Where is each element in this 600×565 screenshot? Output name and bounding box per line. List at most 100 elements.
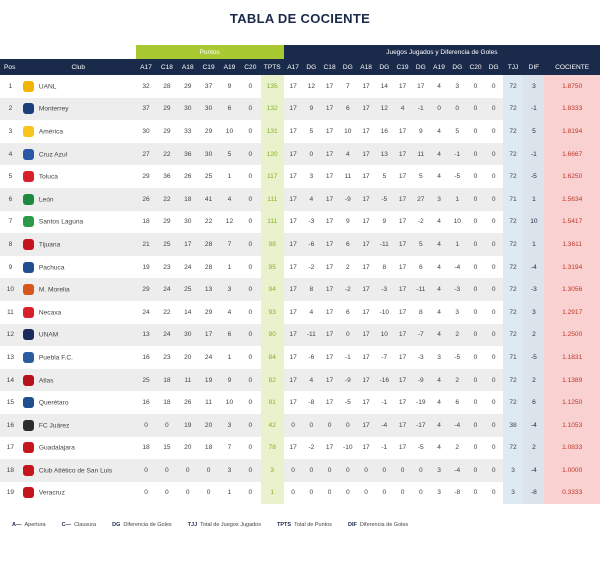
total-points-cell: 82 — [260, 368, 284, 392]
club-name-link[interactable]: Toluca — [38, 173, 58, 181]
games-dg-cell: 0 — [484, 97, 503, 121]
points-cell: 30 — [177, 210, 199, 234]
games-dg-cell: 4 — [429, 391, 449, 414]
club-cell[interactable]: León — [20, 187, 136, 211]
club-name-link[interactable]: Tijuana — [38, 241, 61, 249]
club-cell[interactable]: Necaxa — [20, 300, 136, 324]
games-dg-cell: 0 — [411, 459, 430, 482]
club-cell[interactable]: Club Atlético de San Luis — [20, 459, 136, 482]
games-dg-cell: 17 — [283, 368, 303, 392]
club-cell[interactable]: Puebla F.C. — [20, 346, 136, 369]
club-cell[interactable]: Atlas — [20, 368, 136, 392]
games-dg-cell: 0 — [466, 346, 485, 369]
total-points-cell: 131 — [260, 120, 284, 143]
goal-diff-cell: 2 — [523, 323, 545, 347]
total-games-cell: 72 — [502, 97, 524, 121]
position-cell: 13 — [0, 346, 21, 369]
games-dg-cell: 0 — [375, 481, 394, 505]
club-name-link[interactable]: Querétaro — [38, 399, 69, 407]
table-row: 18 Club Atlético de San Luis 0 0 0 0 3 0 3 0 0 0 0 0 0… — [0, 459, 600, 482]
club-crest-icon — [22, 238, 34, 250]
club-name-link[interactable]: UANL — [38, 83, 57, 91]
column-header: TJJ — [502, 59, 524, 75]
cociente-cell: 1.8194 — [544, 120, 600, 143]
games-dg-cell: 2 — [448, 368, 467, 392]
games-dg-cell: 0 — [484, 300, 503, 324]
games-dg-cell: -5 — [448, 165, 467, 188]
club-cell[interactable]: Querétaro — [20, 391, 136, 414]
club-cell[interactable]: Toluca — [20, 165, 136, 188]
club-name-link[interactable]: Santos Laguna — [38, 218, 84, 226]
club-name-link[interactable]: Veracruz — [38, 489, 65, 497]
club-name-link[interactable]: Guadalajara — [38, 444, 75, 452]
club-cell[interactable]: Santos Laguna — [20, 210, 136, 234]
points-cell: 26 — [135, 187, 157, 211]
club-name-link[interactable]: América — [38, 128, 64, 136]
club-name-link[interactable]: UNAM — [38, 331, 59, 339]
total-points-cell: 111 — [260, 210, 284, 234]
club-name-link[interactable]: Pachuca — [38, 263, 65, 271]
points-cell: 6 — [219, 323, 240, 347]
club-cell[interactable]: América — [20, 120, 136, 143]
club-cell[interactable]: FC Juárez — [20, 413, 136, 437]
total-points-cell: 81 — [260, 391, 284, 414]
club-name-link[interactable]: Necaxa — [38, 308, 62, 316]
club-cell[interactable]: Veracruz — [20, 481, 136, 505]
goal-diff-cell: 5 — [523, 120, 545, 143]
games-dg-cell: 0 — [302, 142, 321, 166]
games-dg-cell: 4 — [338, 142, 357, 166]
table-row: 3 América 30 29 33 29 10 0 131 17 5 17 10 17 16 17 9 4 5 0 0… — [0, 120, 600, 143]
games-dg-cell: 6 — [411, 255, 430, 279]
club-name-link[interactable]: Club Atlético de San Luis — [38, 467, 113, 475]
games-dg-cell: 0 — [393, 481, 412, 505]
goal-diff-cell: 2 — [523, 436, 545, 460]
club-name-link[interactable]: Monterrey — [38, 105, 69, 113]
points-cell: 0 — [239, 368, 261, 392]
games-dg-cell: 0 — [484, 210, 503, 234]
table-row: 10 M. Morelia 29 24 25 13 3 0 94 17 8 17 -2 17 -3 17 -11… — [0, 278, 600, 301]
games-dg-cell: 4 — [429, 300, 449, 324]
games-dg-cell: 4 — [302, 300, 321, 324]
games-dg-cell: 17 — [411, 75, 430, 98]
cociente-cell: 1.3194 — [544, 255, 600, 279]
cociente-cell: 1.3056 — [544, 278, 600, 301]
points-cell: 7 — [219, 233, 240, 256]
club-cell[interactable]: Cruz Azul — [20, 142, 136, 166]
points-cell: 17 — [198, 323, 220, 347]
club-name-link[interactable]: FC Juárez — [38, 421, 70, 429]
club-cell[interactable]: Pachuca — [20, 255, 136, 279]
games-dg-cell: 0 — [466, 278, 485, 301]
games-dg-cell: 0 — [484, 323, 503, 347]
points-cell: 9 — [219, 368, 240, 392]
club-cell[interactable]: UANL — [20, 75, 136, 98]
club-name-link[interactable]: León — [38, 196, 54, 204]
cociente-cell: 1.6250 — [544, 165, 600, 188]
games-dg-cell: 4 — [429, 323, 449, 347]
points-cell: 22 — [156, 187, 178, 211]
club-cell[interactable]: M. Morelia — [20, 278, 136, 301]
games-dg-cell: 17 — [393, 165, 412, 188]
club-name-link[interactable]: Atlas — [38, 376, 54, 384]
club-cell[interactable]: Tijuana — [20, 233, 136, 256]
games-dg-cell: 0 — [466, 233, 485, 256]
points-cell: 25 — [177, 278, 199, 301]
column-header: C19 — [198, 59, 220, 75]
club-name-link[interactable]: Puebla F.C. — [38, 354, 73, 362]
games-dg-cell: 6 — [338, 233, 357, 256]
games-dg-cell: 0 — [484, 436, 503, 460]
club-name-link[interactable]: M. Morelia — [38, 286, 70, 294]
legend-item: TJJ Total de Juegos Jugados — [187, 522, 261, 529]
games-dg-cell: -1 — [338, 346, 357, 369]
games-dg-cell: 17 — [393, 233, 412, 256]
club-crest-icon — [22, 171, 34, 183]
club-cell[interactable]: Monterrey — [20, 97, 136, 121]
club-cell[interactable]: Guadalajara — [20, 436, 136, 460]
points-cell: 3 — [219, 278, 240, 301]
games-dg-cell: -16 — [375, 368, 394, 392]
goal-diff-cell: -4 — [523, 413, 545, 437]
total-games-cell: 72 — [502, 210, 524, 234]
games-dg-cell: 17 — [356, 120, 376, 143]
club-name-link[interactable]: Cruz Azul — [38, 150, 68, 158]
club-cell[interactable]: UNAM — [20, 323, 136, 347]
total-games-cell: 72 — [502, 278, 524, 301]
